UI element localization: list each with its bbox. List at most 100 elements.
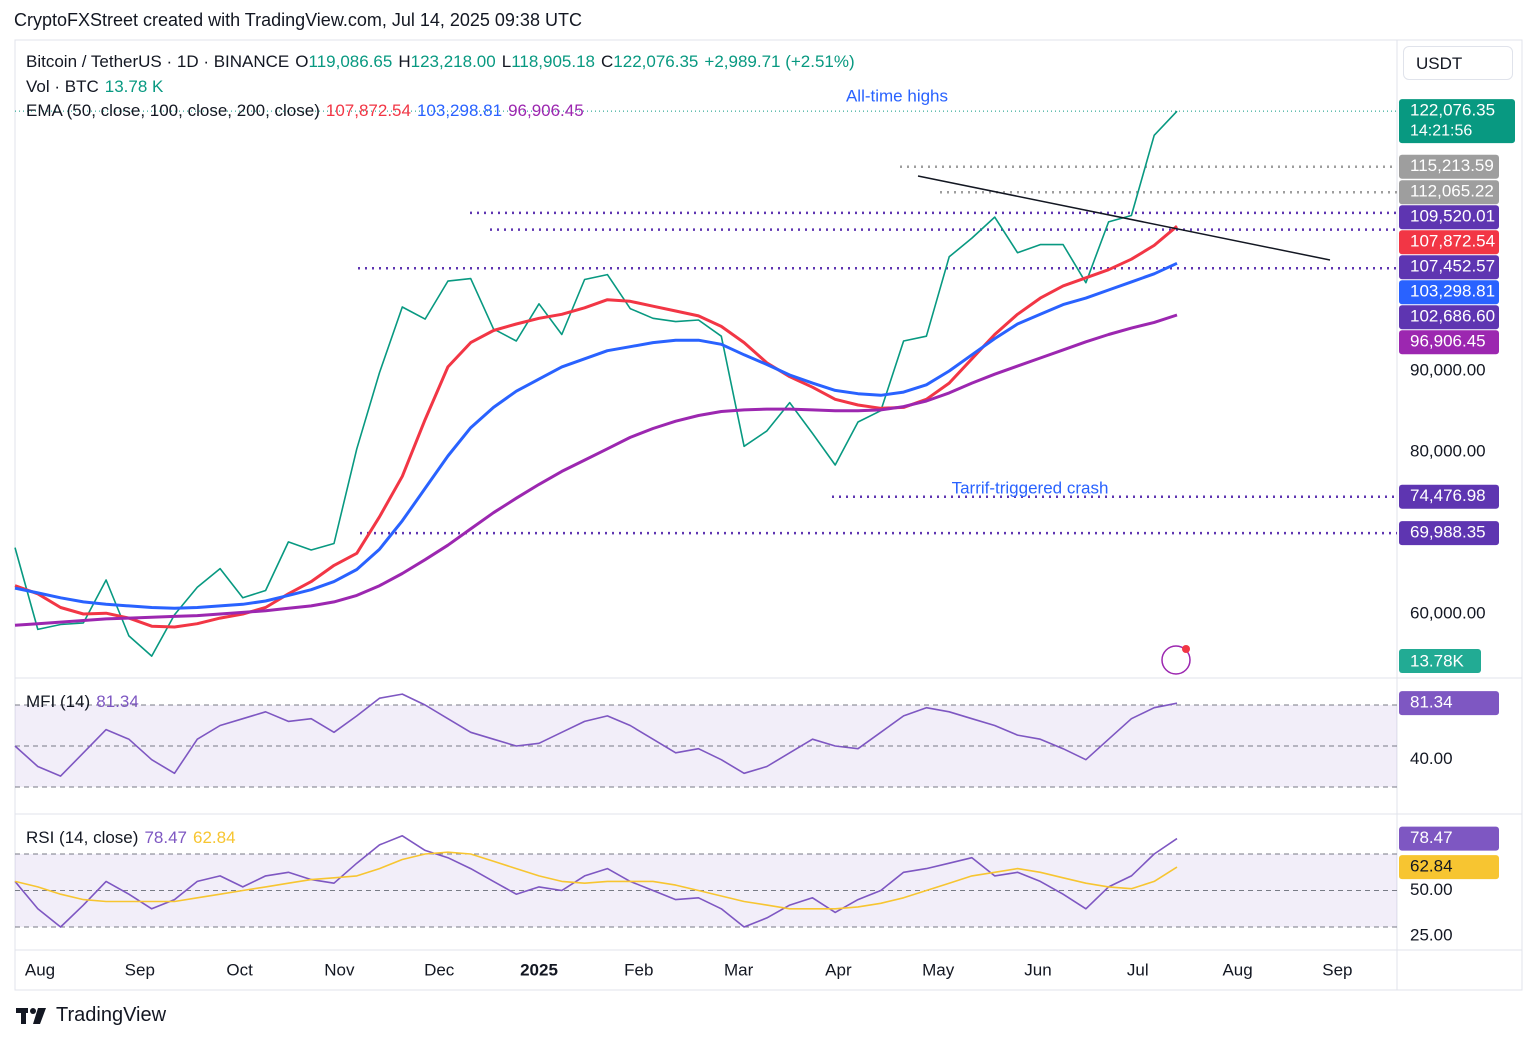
ohlc: L118,905.18 — [502, 52, 595, 72]
y-tick-label: 80,000.00 — [1410, 441, 1486, 460]
y-tick-label: 40.00 — [1410, 749, 1453, 768]
axis-label: 112,065.22 — [1410, 182, 1494, 201]
ema-value: 96,906.45 — [508, 101, 584, 120]
x-tick-label: Aug — [25, 960, 55, 979]
alert-icon[interactable] — [1161, 645, 1191, 675]
axis-label-bg — [1399, 230, 1499, 255]
x-tick-label: Sep — [125, 960, 155, 979]
series-line — [14, 110, 1178, 657]
ema-value: 103,298.81 — [416, 101, 503, 120]
ema-legend: EMA (50, close, 100, close, 200, close) … — [26, 101, 584, 121]
series-line — [14, 851, 1178, 910]
axis-label: 103,298.81 — [1410, 282, 1495, 301]
brand: TradingView — [56, 1004, 167, 1026]
series-line — [14, 225, 1178, 629]
ohlc: H123,218.00 — [398, 52, 495, 72]
y-tick-label: 50.00 — [1410, 880, 1453, 899]
axis-label: 81.34 — [1410, 693, 1453, 712]
axis-label: 69,988.35 — [1410, 523, 1486, 542]
volume-label: 13.78K — [1410, 651, 1465, 670]
ema-value: 107,872.54 — [325, 101, 411, 120]
ohlc-value: 122,076.35 — [613, 52, 699, 71]
axis-label-bg — [1399, 855, 1499, 880]
axis-label: 122,076.35 — [1410, 101, 1495, 120]
axis-label: 78.47 — [1410, 828, 1453, 847]
axis-label-bg — [1399, 99, 1515, 144]
x-tick-label: Nov — [324, 960, 355, 979]
logo — [16, 1007, 46, 1024]
ohlc-value: 123,218.00 — [410, 52, 496, 71]
x-tick-label: Oct — [226, 960, 253, 979]
attribution: CryptoFXStreet created with TradingView.… — [14, 10, 582, 30]
mfi-value: 81.34 — [96, 692, 139, 711]
mfi-title: MFI (14) — [26, 692, 91, 711]
axis-label: 74,476.98 — [1410, 486, 1486, 505]
ema-title: EMA (50, close, 100, close, 200, close) — [26, 101, 320, 120]
footer: TradingView — [16, 1004, 166, 1027]
axis-label-bg — [1399, 154, 1499, 179]
axis-label: 109,520.01 — [1410, 207, 1495, 226]
axis-label-bg — [1399, 255, 1499, 280]
x-tick-label: May — [922, 960, 955, 979]
ohlc-key: H — [398, 52, 411, 71]
volume-label-bg — [1399, 649, 1481, 673]
rsi-value: 78.47 — [144, 828, 187, 847]
x-tick-label: Feb — [624, 960, 653, 979]
axis-label-bg — [1399, 330, 1499, 355]
x-tick-label: Jul — [1127, 960, 1149, 979]
trendline — [917, 175, 1331, 261]
ohlc-key: C — [601, 52, 614, 71]
axis-label: 102,686.60 — [1410, 307, 1495, 326]
x-tick-label: Apr — [825, 960, 852, 979]
volume-value: 13.78 K — [104, 77, 164, 96]
x-tick-label: Mar — [724, 960, 754, 979]
series-line — [14, 261, 1178, 610]
x-tick-label: Sep — [1322, 960, 1352, 979]
axis-label-bg — [1399, 826, 1499, 851]
series-line — [14, 693, 1178, 777]
ohlc-key: O — [295, 52, 309, 71]
mfi-legend: MFI (14) 81.34 — [26, 692, 139, 712]
y-tick-label: 90,000.00 — [1410, 360, 1486, 379]
ohlc: O119,086.65 — [295, 52, 392, 72]
x-tick-label: Aug — [1222, 960, 1252, 979]
rsi-title: RSI (14, close) — [26, 828, 139, 847]
axis-label-bg — [1399, 280, 1499, 305]
countdown: 14:21:56 — [1410, 122, 1472, 139]
currency-button[interactable]: USDT — [1403, 46, 1513, 80]
axis-label-bg — [1399, 180, 1499, 205]
rsi-ma-value: 62.84 — [192, 828, 236, 847]
symbol: Bitcoin / TetherUS · 1D · BINANCE — [26, 52, 290, 71]
alert-dot — [1182, 645, 1190, 653]
axis-label: 62.84 — [1410, 857, 1453, 876]
change: +2,989.71 (+2.51%) — [704, 52, 855, 71]
volume-title: Vol · BTC — [26, 77, 99, 96]
ohlc-value: 119,086.65 — [308, 52, 393, 71]
series-line — [14, 313, 1178, 627]
series-line — [14, 835, 1178, 928]
x-tick-label: Dec — [424, 960, 455, 979]
ohlc: C122,076.35 — [601, 52, 698, 72]
y-tick-label: 60,000.00 — [1410, 603, 1486, 622]
price-legend: Bitcoin / TetherUS · 1D · BINANCE O119,0… — [26, 52, 855, 72]
axis-label-bg — [1399, 305, 1499, 330]
ohlc-value: 118,905.18 — [511, 52, 596, 71]
volume-legend: Vol · BTC 13.78 K — [26, 77, 163, 97]
y-tick-label: 25.00 — [1410, 926, 1453, 945]
axis-label-bg — [1399, 521, 1499, 546]
axis-label: 107,452.57 — [1410, 257, 1495, 276]
x-tick-label: 2025 — [520, 960, 558, 979]
ohlc-key: L — [501, 52, 512, 71]
axis-label-bg — [1399, 205, 1499, 230]
x-tick-label: Jun — [1024, 960, 1051, 979]
axis-label: 107,872.54 — [1410, 232, 1495, 251]
axis-label: 96,906.45 — [1410, 332, 1486, 351]
rsi-legend: RSI (14, close) 78.47 62.84 — [26, 828, 236, 848]
annotation: Tarrif-triggered crash — [952, 478, 1109, 497]
axis-label: 115,213.59 — [1410, 156, 1494, 175]
axis-label-bg — [1399, 484, 1499, 509]
plot-layer: Aug Sep Oct Nov Dec 2025 Feb Mar Apr May Jun Jul Aug… — [14, 110, 1486, 979]
annotation: All-time highs — [846, 86, 948, 105]
